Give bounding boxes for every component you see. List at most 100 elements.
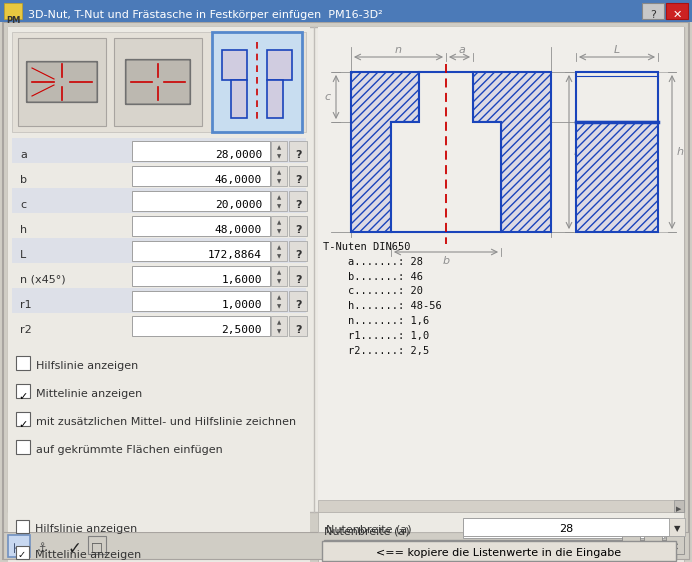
Bar xyxy=(289,191,307,211)
Bar xyxy=(132,216,270,236)
Text: ✕: ✕ xyxy=(673,10,682,20)
Bar xyxy=(322,541,676,561)
Bar xyxy=(463,518,669,536)
Text: ▲: ▲ xyxy=(277,246,281,251)
Text: ▲: ▲ xyxy=(277,146,281,151)
Text: ▼: ▼ xyxy=(277,205,281,210)
Bar xyxy=(289,316,307,336)
Text: 28,0000: 28,0000 xyxy=(215,150,262,160)
Bar xyxy=(271,241,287,261)
Text: 48,0000: 48,0000 xyxy=(215,225,262,235)
Text: Nutenbreite (a): Nutenbreite (a) xyxy=(324,527,410,537)
Text: 46,0000: 46,0000 xyxy=(215,175,262,185)
Bar xyxy=(12,238,306,263)
Bar xyxy=(132,241,270,261)
Bar xyxy=(576,122,658,232)
Text: 28: 28 xyxy=(556,526,570,536)
Bar xyxy=(289,291,307,311)
Bar xyxy=(669,518,685,536)
Text: ✓: ✓ xyxy=(18,392,28,402)
Bar xyxy=(222,50,247,80)
Text: ?: ? xyxy=(295,175,301,185)
Bar xyxy=(132,191,270,211)
Text: ?: ? xyxy=(295,250,301,260)
Text: —: — xyxy=(626,542,636,552)
Bar xyxy=(12,213,306,238)
Text: c: c xyxy=(325,92,331,102)
Text: ?: ? xyxy=(295,200,301,210)
Text: PM: PM xyxy=(6,16,20,25)
Text: Mittelinie anzeigen: Mittelinie anzeigen xyxy=(36,389,143,399)
Bar xyxy=(463,520,664,538)
Text: ✕: ✕ xyxy=(671,542,679,552)
Bar xyxy=(12,138,306,163)
Text: r2: r2 xyxy=(401,202,416,217)
Polygon shape xyxy=(473,72,551,232)
Text: ?: ? xyxy=(650,542,655,552)
Bar xyxy=(644,536,662,554)
Text: ⊢: ⊢ xyxy=(13,542,25,556)
Text: b: b xyxy=(442,256,450,266)
Text: a: a xyxy=(20,150,27,160)
Bar xyxy=(318,512,684,532)
Text: Nutenbreite (a): Nutenbreite (a) xyxy=(326,525,412,535)
Text: ▲: ▲ xyxy=(277,320,281,325)
Text: Hilfslinie anzeigen: Hilfslinie anzeigen xyxy=(35,524,137,534)
Text: <== kopiere die Listenwerte in die Eingabe: <== kopiere die Listenwerte in die Einga… xyxy=(377,546,623,556)
Bar xyxy=(289,141,307,161)
FancyBboxPatch shape xyxy=(126,60,190,105)
Text: r1: r1 xyxy=(406,133,421,147)
Bar xyxy=(16,440,30,454)
Bar xyxy=(132,266,270,286)
Text: ?: ? xyxy=(295,275,301,285)
Bar xyxy=(622,536,640,554)
Text: 1,0000: 1,0000 xyxy=(221,300,262,310)
Text: ✓: ✓ xyxy=(67,540,81,558)
Bar xyxy=(289,166,307,186)
Text: ▼: ▼ xyxy=(277,329,281,334)
Text: ▼: ▼ xyxy=(674,524,680,533)
Text: <== kopiere die Listenwerte in die Eingabe: <== kopiere die Listenwerte in die Einga… xyxy=(376,548,621,558)
Bar xyxy=(231,80,247,118)
Text: ▲: ▲ xyxy=(277,170,281,175)
Text: ▼: ▼ xyxy=(669,526,677,536)
Text: ✓: ✓ xyxy=(18,420,28,430)
Bar xyxy=(12,288,306,313)
Bar xyxy=(271,316,287,336)
Bar xyxy=(8,512,310,532)
Text: n (x45°): n (x45°) xyxy=(20,275,66,285)
Bar xyxy=(267,80,283,118)
Text: ▶: ▶ xyxy=(676,506,682,512)
Bar xyxy=(576,72,658,122)
Bar xyxy=(642,3,664,19)
Text: T-Nuten DIN650
    a.......: 28
    b.......: 46
    c.......: 20
    h.......: : T-Nuten DIN650 a.......: 28 b.......: 46… xyxy=(323,242,441,356)
Text: ▲: ▲ xyxy=(277,296,281,301)
Bar xyxy=(666,536,684,554)
Bar xyxy=(8,27,310,512)
Text: Mittelinie anzeigen: Mittelinie anzeigen xyxy=(35,550,141,560)
Text: 20,0000: 20,0000 xyxy=(215,200,262,210)
Text: ?: ? xyxy=(295,325,301,335)
Text: r2: r2 xyxy=(20,325,32,335)
Bar xyxy=(8,27,684,512)
Text: ▲: ▲ xyxy=(277,220,281,225)
Text: ✓: ✓ xyxy=(18,550,26,560)
Text: a: a xyxy=(458,45,465,55)
Bar xyxy=(674,500,684,512)
Text: ▼: ▼ xyxy=(277,229,281,234)
Bar xyxy=(271,191,287,211)
Bar xyxy=(8,512,310,562)
Bar xyxy=(289,241,307,261)
Text: ⚓: ⚓ xyxy=(37,542,48,555)
Text: 1,6000: 1,6000 xyxy=(221,275,262,285)
Bar xyxy=(132,141,270,161)
Bar xyxy=(12,32,306,132)
Bar xyxy=(8,535,30,557)
Text: ?: ? xyxy=(295,150,301,160)
Bar xyxy=(12,313,306,338)
Text: c: c xyxy=(20,200,26,210)
Bar xyxy=(16,520,29,533)
Bar xyxy=(0,0,692,22)
Text: □: □ xyxy=(91,541,103,554)
Bar xyxy=(12,263,306,288)
